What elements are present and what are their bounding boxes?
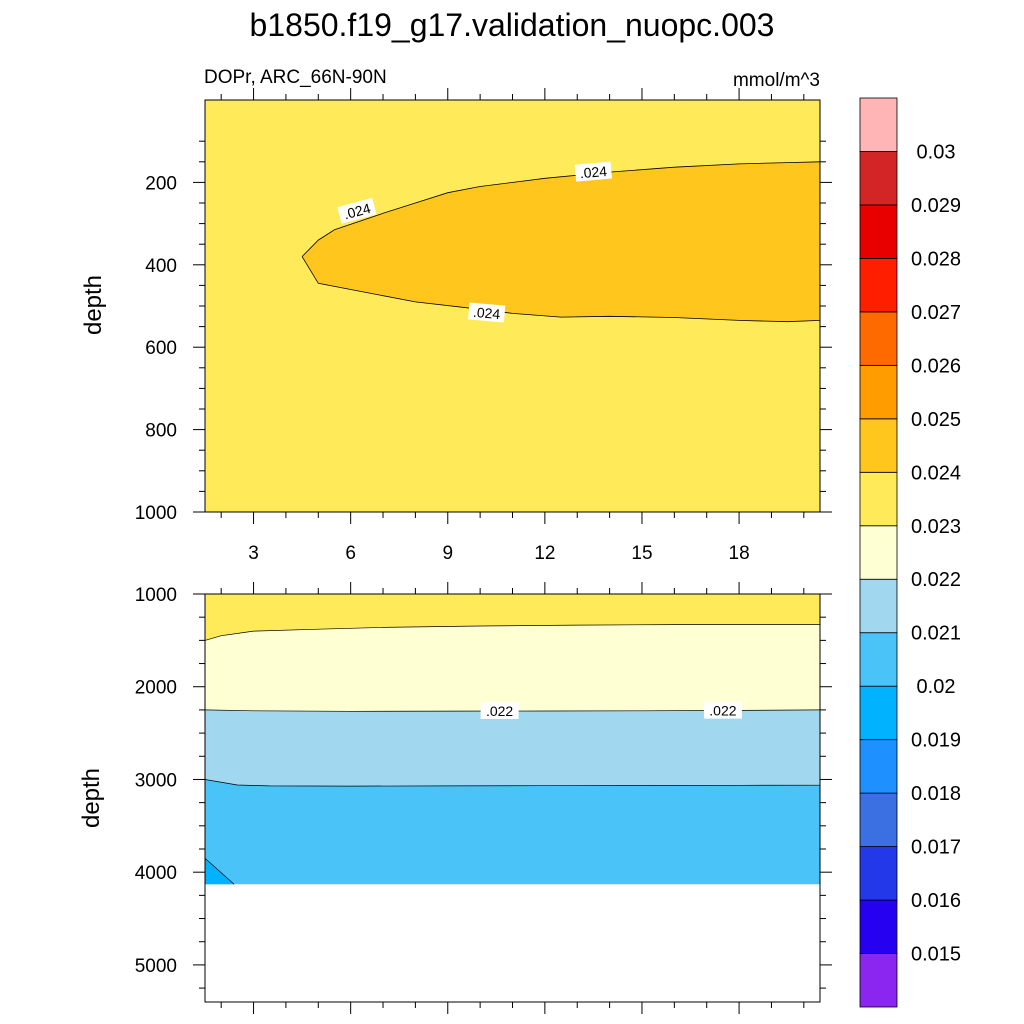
colorbar: [859, 97, 898, 1008]
colorbar-swatch: [859, 151, 898, 206]
top-ylabel: depth: [80, 275, 107, 335]
colorbar-label: 0.027: [911, 302, 961, 324]
bottom-contour-fill: [205, 594, 820, 885]
bottom-y-tick-label: 4000: [135, 863, 177, 884]
top-x-tick-label: 15: [631, 543, 652, 564]
bottom-ticks: 1000 2000 3000 4000 5000: [135, 582, 832, 1014]
bottom-region-0.021-0.022: [205, 709, 820, 787]
colorbar-label: 0.029: [911, 195, 961, 217]
colorbar-label: 0.028: [911, 248, 961, 270]
colorbar-label: 0.015: [911, 944, 961, 966]
top-y-tick-label: 800: [145, 421, 177, 442]
bottom-region-0.023-0.024: [205, 594, 820, 641]
colorbar-swatch: [859, 97, 898, 152]
bottom-contour-label-text: .022: [486, 703, 513, 719]
colorbar-swatch: [859, 739, 898, 794]
colorbar-label: 0.02: [917, 676, 956, 698]
top-y-tick-label: 1000: [135, 503, 177, 524]
colorbar-label: 0.026: [911, 355, 961, 377]
chart-title: b1850.f19_g17.validation_nuopc.003: [250, 7, 775, 43]
units-label: mmol/m^3: [733, 70, 820, 91]
top-contour-line-0.024: [301, 161, 821, 323]
top-contour-labels: .024 .024 .024: [337, 161, 613, 323]
colorbar-swatch: [859, 525, 898, 580]
top-region-0.024-0.025: [302, 161, 821, 322]
colorbar-label: 0.021: [911, 623, 961, 645]
top-ticks: 200 400 600 800 1000 3 6 9 12 15 18: [135, 88, 832, 564]
top-contour-label-text: .024: [579, 163, 608, 181]
colorbar-label: 0.022: [911, 569, 961, 591]
top-x-tick-label: 3: [248, 543, 259, 564]
colorbar-swatch: [859, 258, 898, 313]
bottom-contour-line: [204, 624, 820, 641]
top-contour-fill: [205, 100, 821, 512]
colorbar-swatch: [859, 204, 898, 259]
bottom-contour-label: .022: [480, 702, 519, 719]
colorbar-label: 0.023: [911, 516, 961, 538]
top-panel: .024 .024 .024 200 400 600 800 1000 3 6 9 12 15 18 d…: [80, 88, 832, 564]
bottom-y-tick-label: 2000: [135, 678, 177, 699]
bottom-contour-line: [204, 779, 821, 787]
colorbar-swatch: [859, 899, 898, 954]
bottom-contour-line: [204, 858, 235, 885]
bottom-contour-labels: .022 .022: [480, 701, 742, 719]
top-contour-label: .024: [574, 161, 613, 182]
top-x-tick-label: 9: [443, 543, 454, 564]
variable-region-label: DOPr, ARC_66N-90N: [204, 67, 387, 88]
top-y-tick-label: 200: [145, 173, 177, 194]
colorbar-swatch: [859, 792, 898, 847]
top-contour-label: .024: [337, 197, 377, 224]
top-contour-label-text: .024: [342, 200, 373, 223]
colorbar-swatch: [859, 953, 898, 1008]
bottom-y-tick-label: 3000: [135, 771, 177, 792]
top-x-tick-label: 12: [534, 543, 555, 564]
bottom-panel: .022 .022 1000 2000 3000 4000 5000 depth: [78, 582, 832, 1014]
colorbar-swatch: [859, 846, 898, 901]
top-contour-label: .024: [467, 302, 506, 323]
colorbar-swatch: [859, 632, 898, 687]
bottom-y-tick-label: 5000: [135, 956, 177, 977]
colorbar-label: 0.016: [911, 890, 961, 912]
bottom-region-0.02-0.021: [205, 779, 820, 885]
colorbar-label: 0.025: [911, 409, 961, 431]
colorbar-swatch: [859, 364, 898, 420]
top-y-tick-label: 600: [145, 338, 177, 359]
colorbar-label: 0.017: [911, 837, 961, 859]
top-x-tick-label: 18: [729, 543, 750, 564]
colorbar-swatch: [859, 685, 898, 741]
bottom-contour-label-text: .022: [709, 703, 736, 719]
colorbar-label: 0.03: [917, 142, 956, 164]
bottom-contour-label: .022: [703, 701, 742, 719]
colorbar-swatch: [859, 418, 898, 473]
colorbar-label: 0.024: [911, 462, 961, 484]
bottom-y-tick-label: 1000: [135, 585, 177, 606]
top-contour-label-text: .024: [472, 304, 501, 322]
bottom-ylabel: depth: [78, 768, 105, 828]
top-contour-lines: [301, 161, 821, 323]
colorbar-labels: 0.015 0.016 0.017 0.018 0.019 0.02 0.021 0.022 0…: [911, 142, 961, 966]
colorbar-swatch: [859, 311, 898, 366]
bottom-region-0.022-0.023: [205, 624, 820, 712]
top-x-tick-label: 6: [345, 543, 356, 564]
colorbar-swatch: [859, 471, 898, 527]
top-y-tick-label: 400: [145, 256, 177, 277]
colorbar-label: 0.018: [911, 783, 961, 805]
colorbar-swatch: [859, 578, 898, 634]
colorbar-label: 0.019: [911, 730, 961, 752]
